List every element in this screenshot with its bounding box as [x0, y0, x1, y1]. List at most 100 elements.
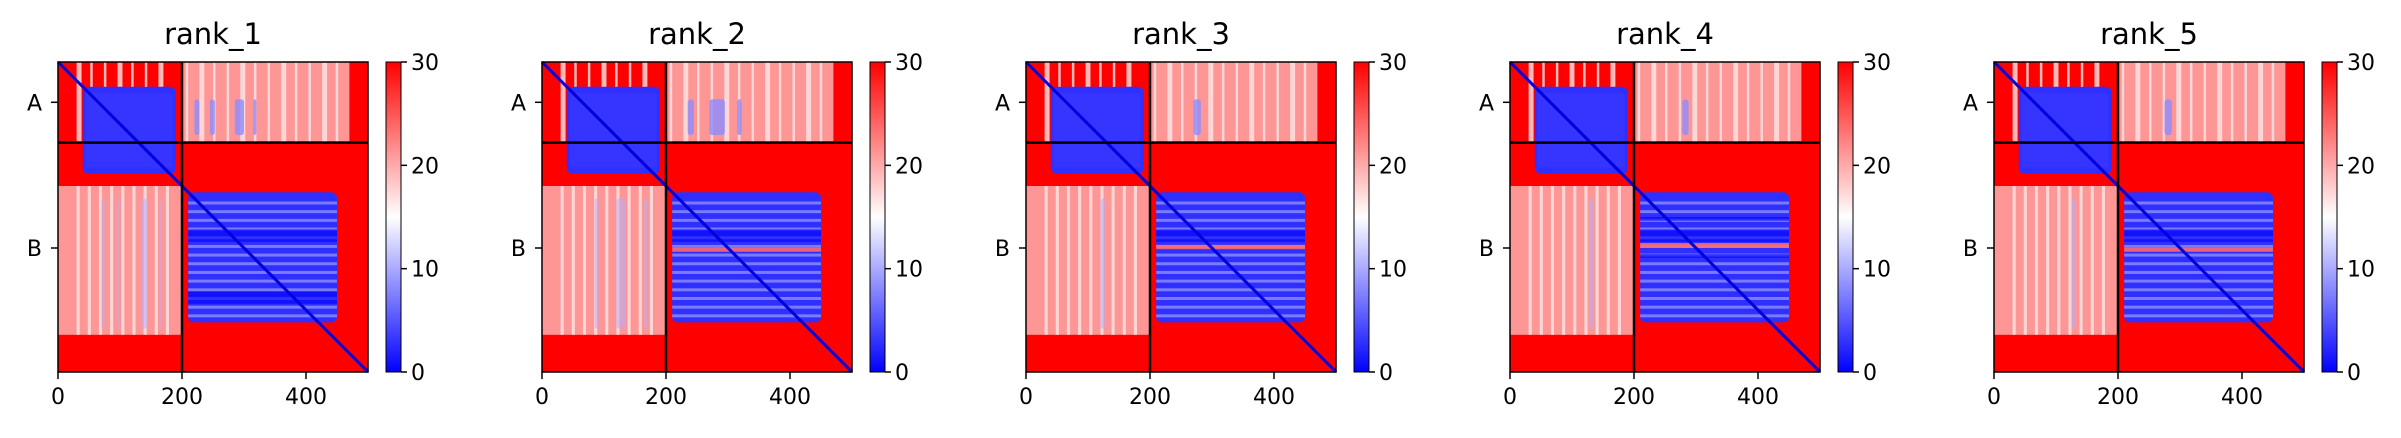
panel-2-stripe-top — [683, 62, 689, 142]
panel-2-stripe-top — [669, 62, 673, 142]
panel-5-stripe-bottom — [2090, 186, 2094, 335]
panel-2-stripe-top — [792, 62, 795, 142]
panel-4-blue-row — [1640, 254, 1789, 258]
panel-1-chain-b-row — [188, 244, 337, 248]
panel-5-stripe-bottom — [2012, 186, 2016, 335]
panel-1-blue-band-lower — [116, 198, 120, 329]
panel-3-stripe-top — [1208, 62, 1214, 142]
panel-1-stripe-top — [226, 62, 230, 142]
panel-3-stripe-bottom — [1133, 186, 1137, 335]
panel-1: rank_1 0 200 400 A B 0 10 20 30 — [27, 17, 439, 410]
panel-2: rank_2 0 200 400 A B 0 10 20 30 — [511, 17, 923, 410]
panel-4-chain-b-row — [1640, 270, 1789, 274]
panel-3-stripe-top — [1221, 62, 1225, 142]
panel-4-colorbar — [1837, 61, 1854, 373]
panel-1-title: rank_1 — [164, 17, 262, 51]
panel-1-colorbar-tick-label: 30 — [411, 51, 439, 76]
panel-5-stripe-bottom — [2034, 186, 2039, 335]
panel-3-stripe-top — [1249, 62, 1255, 142]
panel-3-blue-row — [1156, 229, 1305, 242]
panel-4-x-tick-label: 200 — [1613, 385, 1655, 410]
panel-5-chain-b-row — [2124, 244, 2273, 248]
panel-4-stripe-bottom — [1550, 186, 1555, 335]
panel-2-stripe-top — [697, 62, 700, 142]
panel-4-stripe-bottom — [1606, 186, 1610, 335]
panel-4-title: rank_4 — [1616, 17, 1714, 51]
panel-4-chain-b-row — [1640, 201, 1789, 205]
panel-1-chain-b-row — [188, 201, 337, 205]
panel-4-colorbar-tick-label: 0 — [1863, 361, 1877, 386]
panel-4-stripe-top — [1774, 62, 1780, 142]
panel-3-stripe-bottom — [1055, 186, 1059, 335]
panel-5-blue-band — [2164, 99, 2172, 136]
panel-3-chain-b-row — [1156, 227, 1305, 231]
panel-3-chain-b-row — [1156, 262, 1305, 266]
panel-5-chain-b-row — [2124, 262, 2273, 266]
panel-1-chain-b-row — [188, 305, 337, 309]
panel-5-stripe-top — [2012, 62, 2018, 142]
panel-3-blue-band — [1193, 99, 1201, 136]
panel-4-stripe-bottom — [1528, 186, 1532, 335]
panel-5-red-row — [2124, 248, 2273, 252]
panel-1-blue-row — [188, 291, 337, 304]
panel-5-stripe-top — [2176, 62, 2182, 142]
panel-5-chain-b-row — [2124, 314, 2273, 318]
panel-5-stripe-top — [2203, 62, 2207, 142]
panel-1-stripe-top — [322, 62, 328, 142]
panel-3-y-tick-label: B — [995, 237, 1010, 262]
panel-4-blue-band — [1682, 99, 1689, 136]
panel-3-stripe-bottom — [1089, 186, 1093, 335]
panel-2-stripe-top — [806, 62, 812, 142]
panel-1-blue-band — [194, 99, 200, 136]
panel-1-stripe-bottom — [165, 186, 169, 335]
panel-2-y-tick-label: B — [511, 237, 526, 262]
panel-5: rank_5 0 200 400 A B 0 10 20 30 — [1963, 17, 2375, 410]
panel-2-stripe-top — [751, 62, 755, 142]
panel-3-stripe-bottom — [1122, 186, 1126, 335]
panel-1-stripe-top — [294, 62, 298, 142]
panel-3-stripe-top — [1181, 62, 1184, 142]
panel-3-stripe-top — [1276, 62, 1279, 142]
panel-3-stripe-bottom — [1078, 186, 1082, 335]
panel-2-stripe-top — [778, 62, 782, 142]
panel-2-y-tick-label: A — [511, 91, 526, 116]
panel-5-colorbar-tick-label: 10 — [2347, 258, 2375, 283]
panel-3-chain-b-row — [1156, 253, 1305, 257]
panel-1-stripe-top — [281, 62, 287, 142]
panel-1-x-tick-label: 0 — [51, 385, 65, 410]
panel-1-stripe-bottom — [98, 186, 103, 335]
panel-5-stripe-bottom — [2023, 186, 2027, 335]
panel-3-stripe-bottom — [1111, 186, 1115, 335]
panel-4-chain-b-row — [1640, 262, 1789, 266]
panel-1-stripe-top — [76, 62, 82, 142]
panel-5-diagonal — [1992, 60, 2306, 374]
panel-4-stripe-top — [1665, 62, 1668, 142]
panel-3-x-tick-label: 0 — [1019, 385, 1033, 410]
panel-3-x-tick-label: 400 — [1253, 385, 1295, 410]
panel-2-colorbar — [869, 61, 886, 373]
panel-3-chain-b-row — [1156, 218, 1305, 222]
panel-4-stripe-top — [1719, 62, 1723, 142]
panel-1-colorbar-tick-label: 10 — [411, 258, 439, 283]
panel-5-colorbar-tick-label: 30 — [2347, 51, 2375, 76]
panel-1-stripe-bottom — [154, 186, 158, 335]
panel-4: rank_4 0 200 400 A B 0 10 20 30 — [1479, 17, 1891, 410]
panel-3: rank_3 0 200 400 A B 0 10 20 30 — [995, 17, 1407, 410]
panel-5-stripe-top — [2217, 62, 2223, 142]
panel-3-interchain-top-right — [1150, 62, 1318, 142]
panel-1-stripe-top — [308, 62, 311, 142]
panel-3-chain-b-row — [1156, 279, 1305, 283]
panel-1-chain-b-row — [188, 210, 337, 214]
panel-4-chain-b-row — [1640, 296, 1789, 300]
panel-5-colorbar-tick-label: 0 — [2347, 361, 2361, 386]
panel-4-stripe-bottom — [1573, 186, 1577, 335]
panel-5-stripe-top — [2271, 62, 2275, 142]
panel-4-stripe-top — [1787, 62, 1791, 142]
panel-3-title: rank_3 — [1132, 17, 1230, 51]
panel-1-blue-band-lower — [160, 198, 163, 329]
panel-2-chain-b-row — [672, 210, 821, 214]
panel-5-stripe-top — [2230, 62, 2234, 142]
panel-3-stripe-top — [1303, 62, 1307, 142]
panel-2-stripe-bottom — [560, 186, 564, 335]
